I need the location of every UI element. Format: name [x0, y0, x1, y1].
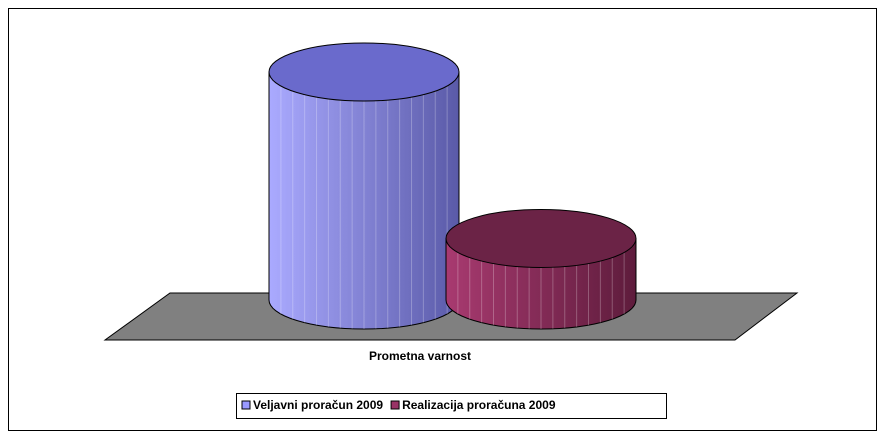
legend-label: Realizacija proračuna 2009 — [402, 398, 556, 412]
cylinder-top — [445, 208, 637, 268]
legend-swatch — [390, 400, 400, 410]
legend-swatch — [241, 400, 251, 410]
legend-label: Veljavni proračun 2009 — [253, 398, 383, 412]
cylinder — [445, 208, 637, 330]
cylinder — [268, 42, 460, 330]
cylinder-top — [268, 42, 460, 102]
category-label: Prometna varnost — [369, 349, 471, 363]
legend — [236, 393, 667, 419]
